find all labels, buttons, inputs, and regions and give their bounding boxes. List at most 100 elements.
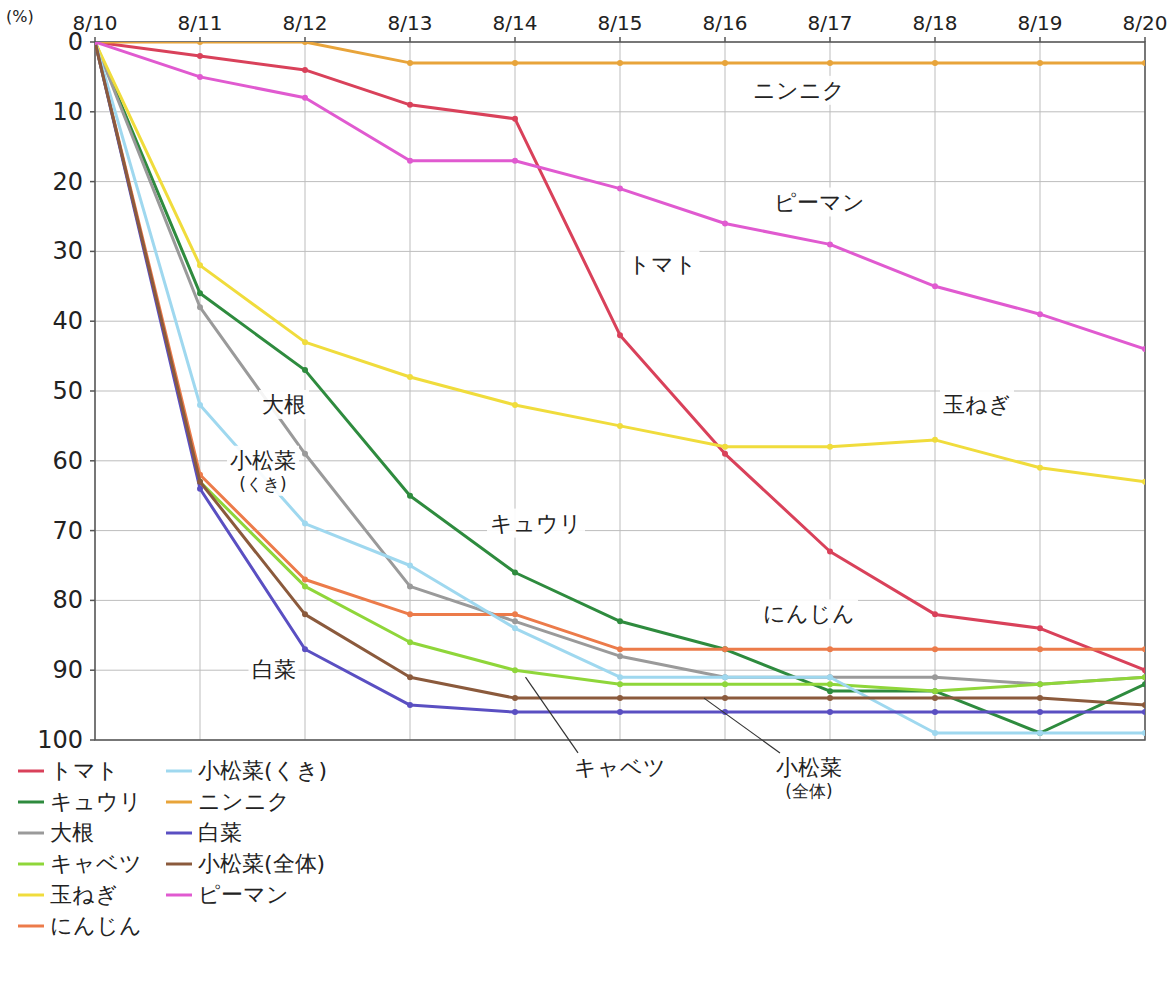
- annotation: にんじん: [760, 599, 858, 628]
- series-marker: [722, 646, 728, 652]
- series-marker: [1142, 479, 1145, 485]
- annotation-text: 小松菜(全体): [776, 755, 842, 801]
- series-marker: [617, 709, 623, 715]
- series-line: [95, 42, 1145, 691]
- legend-label: にんじん: [50, 913, 142, 938]
- series-marker: [617, 695, 623, 701]
- y-tick-label: 90: [52, 656, 83, 684]
- plot-frame: [95, 42, 1145, 740]
- x-tick: [1039, 37, 1041, 42]
- annotation-bg: [227, 446, 299, 496]
- annotation-line: (くき): [239, 474, 286, 494]
- series-line: [95, 42, 1145, 63]
- series-marker: [407, 583, 413, 589]
- series-marker: [1037, 695, 1043, 701]
- series-marker: [827, 709, 833, 715]
- series-marker: [932, 688, 938, 694]
- series-group: [95, 42, 1145, 736]
- grid: [95, 42, 1145, 740]
- x-tick-label: 8/17: [808, 11, 853, 35]
- legend-swatch: [166, 832, 192, 835]
- series-marker: [932, 730, 938, 736]
- series-marker: [1142, 702, 1145, 708]
- series-marker: [512, 618, 518, 624]
- series-marker: [1142, 60, 1145, 66]
- legend-item: 大根: [18, 820, 94, 845]
- x-tick-label: 8/14: [493, 11, 538, 35]
- series-line: [95, 42, 1145, 733]
- series-marker: [407, 639, 413, 645]
- series-marker: [1037, 311, 1043, 317]
- legend-item: ピーマン: [166, 882, 289, 907]
- series-marker: [1142, 681, 1145, 687]
- legend-label: ピーマン: [198, 882, 289, 907]
- series-marker: [722, 674, 728, 680]
- annotation-text: ニンニク: [753, 78, 845, 103]
- y-tick: [90, 111, 95, 113]
- series-line: [95, 42, 1145, 649]
- y-tick-label: 70: [52, 517, 83, 545]
- series-marker: [512, 625, 518, 631]
- series-marker: [1142, 674, 1145, 680]
- series-marker: [722, 60, 728, 66]
- series-marker: [407, 493, 413, 499]
- annotation: ピーマン: [771, 188, 868, 217]
- series-marker: [302, 42, 308, 45]
- series-line: [95, 42, 1145, 670]
- legend-swatch: [18, 925, 44, 928]
- legend-swatch: [18, 863, 44, 866]
- annotation-bg: [259, 390, 309, 419]
- grid-line-y: [95, 530, 1145, 531]
- x-tick-label: 8/16: [703, 11, 748, 35]
- x-tick: [934, 37, 936, 42]
- series-line: [95, 42, 1145, 684]
- series-marker: [1037, 681, 1043, 687]
- annotation: キャベツ: [526, 677, 670, 782]
- series-marker: [302, 367, 308, 373]
- series-marker: [722, 695, 728, 701]
- y-tick: [90, 460, 95, 462]
- annotation-text: キュウリ: [490, 511, 582, 536]
- series-marker: [827, 674, 833, 680]
- grid-line-y: [95, 600, 1145, 601]
- y-tick: [90, 41, 95, 43]
- x-tick: [409, 37, 411, 42]
- x-tick-label: 8/12: [283, 11, 328, 35]
- series-marker: [722, 444, 728, 450]
- legend-label: トマト: [50, 758, 119, 783]
- y-tick: [90, 390, 95, 392]
- legend-swatch: [166, 863, 192, 866]
- annotation-line: 小松菜: [230, 448, 296, 473]
- legend-label: 小松菜(くき): [198, 758, 327, 783]
- series-marker: [1037, 730, 1043, 736]
- series-marker: [932, 688, 938, 694]
- legend-item: ニンニク: [166, 789, 290, 814]
- y-tick: [90, 181, 95, 183]
- annotation: キュウリ: [487, 509, 585, 538]
- legend-item: にんじん: [18, 913, 142, 938]
- annotation: 小松菜(くき): [227, 446, 299, 496]
- series-marker: [617, 674, 623, 680]
- annotation: トマト: [625, 250, 700, 279]
- series-marker: [407, 674, 413, 680]
- series-marker: [827, 60, 833, 66]
- series-marker: [512, 611, 518, 617]
- series-marker: [617, 653, 623, 659]
- background: [0, 0, 1175, 982]
- series-marker: [722, 220, 728, 226]
- series-marker: [302, 576, 308, 582]
- series-marker: [407, 158, 413, 164]
- series-marker: [95, 42, 98, 45]
- axes: 8/108/118/128/138/148/158/168/178/188/19…: [6, 7, 1167, 754]
- series-marker: [95, 42, 98, 45]
- y-tick: [90, 669, 95, 671]
- annotation-leader: [704, 698, 780, 753]
- series-marker: [827, 241, 833, 247]
- y-tick: [90, 251, 95, 253]
- grid-line-y: [95, 321, 1145, 322]
- legend-item: キュウリ: [18, 789, 142, 814]
- annotation-bg: [750, 76, 848, 105]
- series-marker: [302, 451, 308, 457]
- annotation-line: (全体): [785, 781, 832, 801]
- series-marker: [512, 569, 518, 575]
